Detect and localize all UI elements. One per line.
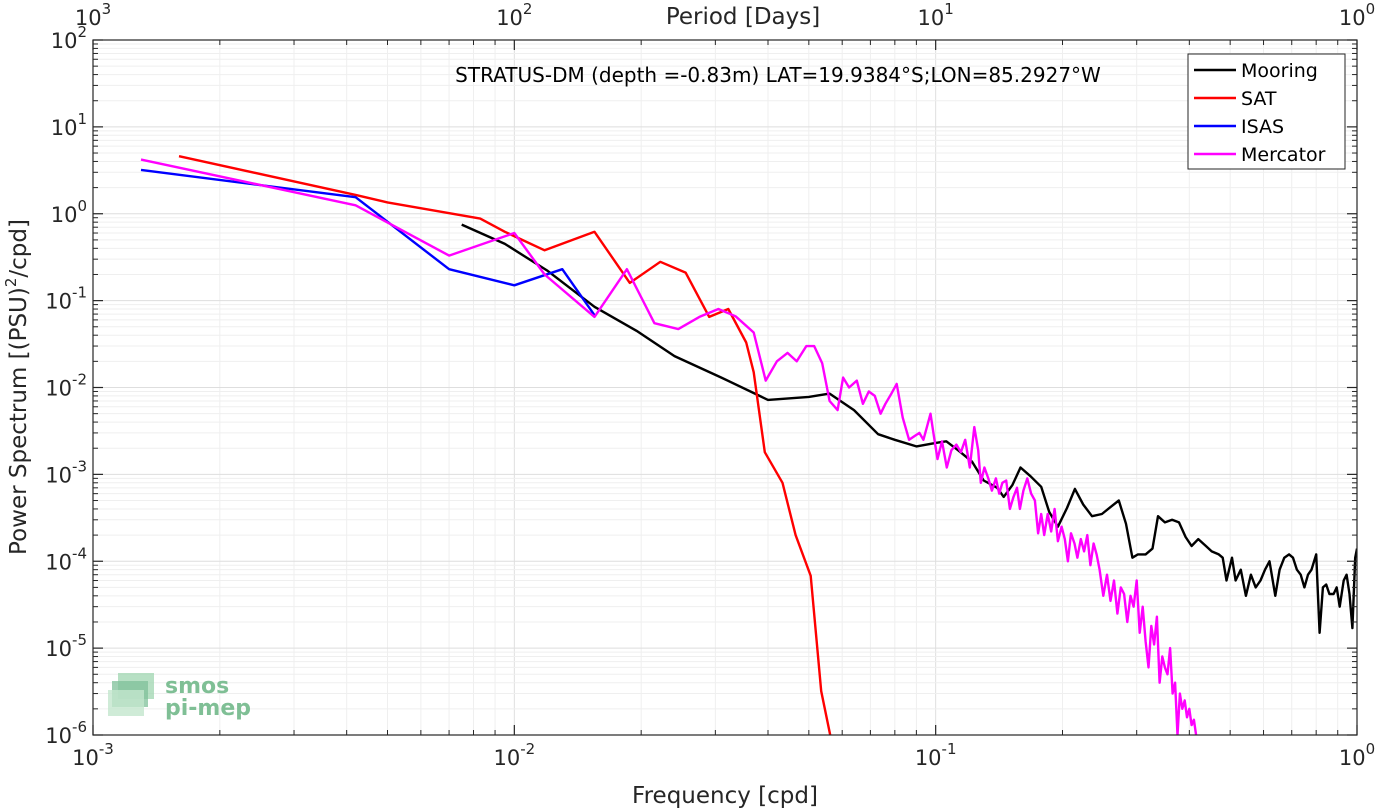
x-tick-label: 100 — [1339, 740, 1375, 770]
logo-layer-3 — [108, 690, 144, 716]
legend-box — [1187, 53, 1346, 170]
y-tick-label: 10-6 — [45, 718, 87, 748]
logo-text-pi-mep: pi-mep — [165, 696, 251, 721]
logo-text-smos: smos — [165, 674, 229, 699]
x-axis-label: Frequency [cpd] — [632, 783, 818, 809]
top-x-tick-label: 101 — [918, 0, 954, 30]
top-x-axis-label: Period [Days] — [666, 4, 820, 30]
series-line-mercator — [140, 158, 1198, 735]
y-tick-label: 10-2 — [45, 371, 87, 401]
series-lines — [140, 155, 1357, 735]
smos-pi-mep-logo: smos pi-mep — [108, 673, 251, 721]
y-tick-label: 10-3 — [45, 457, 87, 487]
y-axis-label-main: Power Spectrum [(PSU) — [6, 287, 32, 555]
series-line-sat — [178, 155, 832, 735]
top-x-tick-label: 100 — [1339, 0, 1375, 30]
top-x-tick-label: 103 — [75, 0, 111, 30]
legend-label-sat: SAT — [1241, 88, 1277, 110]
y-tick-label: 100 — [51, 197, 87, 227]
legend: Mooring SAT ISAS Mercator — [1187, 53, 1346, 170]
chart-title: STRATUS-DM (depth =-0.83m) LAT=19.9384°S… — [455, 63, 1101, 87]
x-tick-label: 10-1 — [915, 740, 957, 770]
series-line-isas — [140, 168, 596, 316]
y-tick-label: 102 — [51, 23, 87, 53]
series-line-mooring — [461, 223, 1357, 634]
y-axis-label-tail: /cpd] — [6, 219, 32, 278]
y-axis-label: Power Spectrum [(PSU)2/cpd] — [2, 219, 32, 555]
x-tick-label: 10-2 — [493, 740, 535, 770]
legend-label-mooring: Mooring — [1241, 60, 1318, 82]
y-tick-label: 10-1 — [45, 284, 87, 314]
y-axis-label-sup: 2 — [2, 278, 20, 288]
legend-label-isas: ISAS — [1241, 116, 1284, 138]
y-tick-label: 10-4 — [45, 544, 87, 574]
y-tick-label: 10-5 — [45, 631, 87, 661]
legend-label-mercator: Mercator — [1241, 144, 1326, 166]
top-x-tick-label: 102 — [496, 0, 532, 30]
x-tick-label: 10-3 — [72, 740, 114, 770]
y-tick-label: 101 — [51, 110, 87, 140]
